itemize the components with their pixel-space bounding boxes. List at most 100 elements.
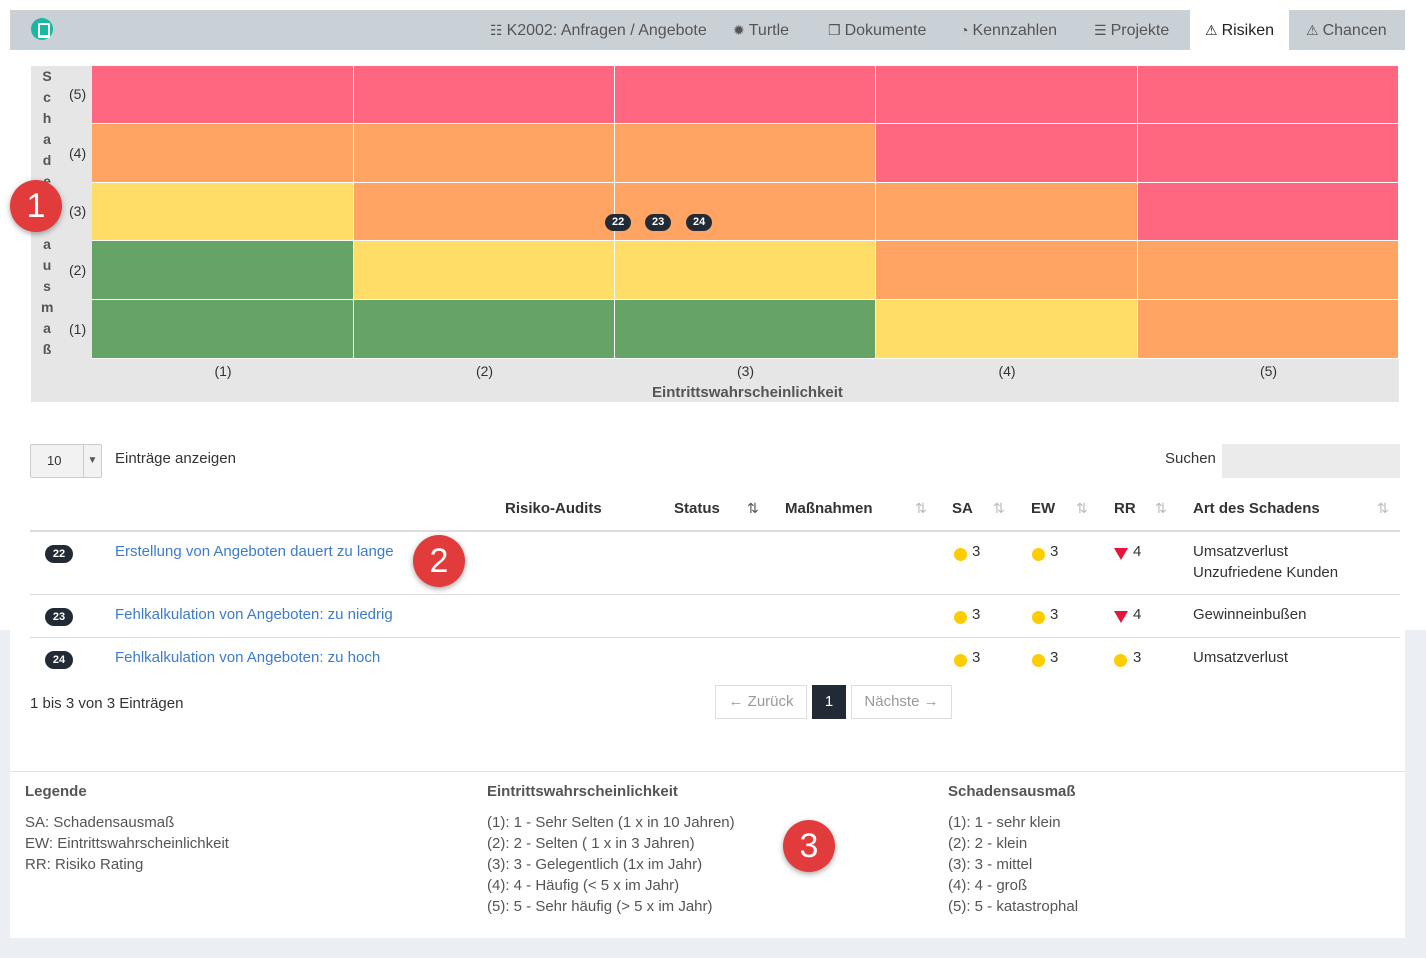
sort-icon[interactable]: ⇅ [1076, 500, 1088, 516]
risk-link[interactable]: Erstellung von Angeboten dauert zu lange [115, 543, 394, 560]
rr-value: 4 [1133, 606, 1142, 623]
matrix-cell [92, 183, 354, 241]
matrix-cell [1138, 241, 1399, 300]
rr-value: 4 [1133, 543, 1142, 560]
ew-value: 3 [1050, 543, 1059, 560]
x-axis-tick: (5) [1259, 363, 1278, 379]
matrix-cell [92, 124, 354, 183]
y-axis-title-letter: a [43, 320, 51, 336]
status-dot-icon [954, 548, 967, 561]
prev-page-button[interactable]: ← Zurück [715, 685, 807, 719]
sort-icon[interactable]: ⇅ [993, 500, 1005, 516]
tab-turtle[interactable]: ✹ Turtle [733, 10, 789, 50]
x-axis: Eintrittswahrscheinlichkeit (1) (2) (3) (4)… [31, 359, 1399, 402]
row-id-badge: 22 [45, 545, 73, 563]
ew-value: 3 [1050, 606, 1059, 623]
y-axis-title-letter: s [43, 278, 51, 294]
legend-item: (2): 2 - klein [948, 835, 1028, 852]
tab-chancen[interactable]: ⚠ Chancen [1306, 10, 1387, 50]
status-dot-icon [1032, 548, 1045, 561]
col-header-art[interactable]: Art des Schadens [1193, 500, 1320, 517]
matrix-cell [92, 300, 354, 359]
legend-probability-title: Eintrittswahrscheinlichkeit [487, 783, 678, 800]
page-length-select[interactable]: 10 ▼ [30, 444, 102, 478]
col-header-sa[interactable]: SA [952, 500, 973, 517]
col-header-rr[interactable]: RR [1114, 500, 1136, 517]
y-axis-title-letter: m [41, 299, 54, 315]
status-dot-icon [1032, 654, 1045, 667]
sa-value: 3 [972, 649, 981, 666]
matrix-cell [1138, 183, 1399, 241]
legend-item: (3): 3 - mittel [948, 856, 1033, 873]
legend-item: SA: Schadensausmaß [25, 814, 175, 831]
legend-item: (4): 4 - groß [948, 877, 1028, 894]
y-axis-title-letter: a [43, 236, 51, 252]
page-1-button[interactable]: 1 [812, 685, 846, 719]
y-axis-title-letter: h [42, 110, 52, 126]
ew-value: 3 [1050, 649, 1059, 666]
risk-link[interactable]: Fehlkalkulation von Angeboten: zu hoch [115, 649, 381, 666]
bug-icon: ✹ [733, 22, 745, 38]
search-input[interactable] [1222, 444, 1400, 478]
app-logo-icon[interactable] [31, 18, 53, 40]
next-page-button[interactable]: Nächste → [851, 685, 952, 719]
tab-projekte[interactable]: ☰ Projekte [1094, 10, 1169, 50]
damage-type: Umsatzverlust [1193, 543, 1289, 560]
risk-marker-23[interactable]: 23 [645, 214, 672, 231]
matrix-cell [354, 300, 615, 359]
callout-marker-2: 2 [413, 535, 465, 587]
col-header-audits[interactable]: Risiko-Audits [505, 500, 602, 517]
file-icon: ❒ [828, 22, 841, 38]
y-axis-tick: (3) [69, 203, 87, 219]
trend-down-icon [1114, 548, 1128, 560]
risk-marker-22[interactable]: 22 [605, 214, 632, 231]
footer-strip [10, 938, 1405, 958]
status-dot-icon [954, 611, 967, 624]
row-id-badge: 24 [45, 651, 73, 669]
legend-item: (1): 1 - Sehr Selten (1 x in 10 Jahren) [487, 814, 735, 831]
matrix-cell [876, 241, 1138, 300]
row-id-badge: 23 [45, 608, 73, 626]
legend-item: EW: Eintrittswahrscheinlichkeit [25, 835, 229, 852]
y-axis-title-letter: S [42, 68, 52, 84]
sort-icon[interactable]: ⇅ [1377, 500, 1389, 516]
matrix-cell [876, 66, 1138, 124]
legend-title: Legende [25, 783, 87, 800]
y-axis-title-letter: e [43, 173, 51, 189]
y-axis-tick: (1) [69, 320, 87, 337]
matrix-cell [615, 241, 876, 300]
risk-marker-24[interactable]: 24 [686, 214, 713, 231]
callout-marker-3: 3 [783, 820, 835, 872]
col-header-massnahmen[interactable]: Maßnahmen [785, 500, 873, 517]
sort-asc-icon[interactable]: ⇅ [747, 500, 759, 516]
x-axis-tick: (4) [998, 363, 1016, 379]
matrix-cell [876, 183, 1138, 241]
legend-item: (2): 2 - Selten ( 1 x in 3 Jahren) [487, 835, 695, 852]
risk-link[interactable]: Fehlkalkulation von Angeboten: zu niedri… [115, 606, 393, 623]
main-card: ☷ K2002: Anfragen / Angebote ✹ Turtle ❒ Dok… [10, 10, 1405, 958]
tab-risiken[interactable]: ⚠ Risiken [1190, 10, 1290, 50]
legend-item: (5): 5 - katastrophal [948, 898, 1079, 915]
tab-kennzahlen[interactable]: ◔ Kennzahlen [960, 10, 1057, 50]
col-header-status[interactable]: Status [674, 500, 720, 517]
x-axis-tick: (1) [214, 363, 232, 379]
row-divider [30, 637, 1400, 638]
trend-down-icon [1114, 611, 1128, 623]
search-label: Suchen [1165, 450, 1216, 467]
table-info: 1 bis 3 von 3 Einträgen [30, 695, 184, 712]
legend-item: RR: Risiko Rating [25, 856, 144, 873]
sort-icon[interactable]: ⇅ [915, 500, 927, 516]
sort-icon[interactable]: ⇅ [1155, 500, 1167, 516]
tab-dokumente[interactable]: ❒ Dokumente [828, 10, 926, 50]
y-axis-tick: (2) [69, 261, 87, 278]
matrix-cell [1138, 66, 1399, 124]
matrix-cell [615, 300, 876, 359]
matrix-cell [1138, 300, 1399, 359]
tab-k2002[interactable]: ☷ K2002: Anfragen / Angebote [490, 10, 707, 50]
damage-type: Unzufriedene Kunden [1193, 564, 1339, 581]
row-divider [30, 594, 1400, 595]
matrix-cell [354, 241, 615, 300]
col-header-ew[interactable]: EW [1031, 500, 1056, 517]
y-axis-title-letter: c [43, 89, 51, 105]
matrix-cell [92, 241, 354, 300]
